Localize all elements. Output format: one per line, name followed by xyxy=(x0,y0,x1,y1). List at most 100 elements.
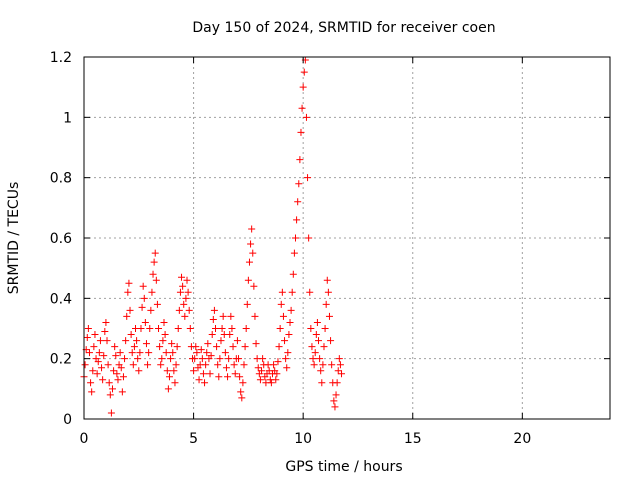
data-point xyxy=(81,361,89,369)
data-point xyxy=(126,306,134,314)
data-point xyxy=(325,312,333,320)
data-point xyxy=(118,388,126,396)
data-point xyxy=(277,300,285,308)
data-point xyxy=(191,355,199,363)
data-point xyxy=(209,315,217,323)
data-point xyxy=(152,276,160,284)
data-point xyxy=(229,343,237,351)
data-point xyxy=(180,300,188,308)
tick-labels: 0 0.2 0.4 0.6 0.8 1 1.2 0 5 10 15 20 xyxy=(50,50,532,447)
data-point xyxy=(272,376,280,384)
data-point xyxy=(192,343,200,351)
data-point xyxy=(332,391,340,399)
data-point xyxy=(112,352,120,360)
data-point xyxy=(105,379,113,387)
data-point xyxy=(283,364,291,372)
data-point xyxy=(323,276,331,284)
data-point xyxy=(302,113,310,121)
y-tick-label: 0.6 xyxy=(50,231,72,247)
data-point xyxy=(151,249,159,257)
y-tick-label: 0.8 xyxy=(50,171,72,187)
data-point xyxy=(165,373,173,381)
data-point xyxy=(87,379,95,387)
data-point xyxy=(286,318,294,326)
data-point xyxy=(119,373,127,381)
data-point xyxy=(146,325,154,332)
data-point xyxy=(287,306,295,314)
data-point xyxy=(102,318,110,326)
data-point xyxy=(285,331,293,339)
data-point xyxy=(214,361,222,369)
data-point xyxy=(203,349,211,357)
data-point xyxy=(202,361,210,369)
data-point xyxy=(160,318,168,326)
data-point xyxy=(127,331,135,339)
data-point xyxy=(106,391,114,399)
data-point xyxy=(222,364,230,372)
data-point xyxy=(296,156,304,164)
data-point xyxy=(305,234,313,242)
data-point xyxy=(124,288,132,296)
data-point xyxy=(169,349,177,357)
data-point xyxy=(259,355,267,363)
data-point xyxy=(281,337,289,345)
data-point xyxy=(335,355,343,363)
data-point xyxy=(293,216,301,224)
data-point xyxy=(164,385,172,393)
data-point xyxy=(258,367,266,375)
data-point xyxy=(122,337,130,345)
data-point xyxy=(130,343,138,351)
data-point xyxy=(278,288,286,296)
data-point xyxy=(311,349,319,357)
data-point xyxy=(144,361,152,369)
data-point xyxy=(172,361,180,369)
y-axis-label: SRMTID / TECUs xyxy=(6,182,22,295)
data-point xyxy=(270,361,278,369)
data-point xyxy=(217,337,225,345)
data-point xyxy=(328,361,336,369)
data-point xyxy=(313,318,321,326)
data-point xyxy=(291,234,299,242)
data-point xyxy=(210,306,218,314)
data-point xyxy=(290,249,298,257)
x-tick-label: 5 xyxy=(189,431,198,447)
data-point xyxy=(190,367,198,375)
data-point xyxy=(207,352,215,360)
data-point xyxy=(239,379,247,387)
data-point xyxy=(129,361,137,369)
data-point xyxy=(153,300,161,308)
data-point xyxy=(288,288,296,296)
data-point xyxy=(304,174,312,182)
data-point xyxy=(254,364,262,372)
data-point xyxy=(267,379,275,387)
data-point xyxy=(111,343,119,351)
data-point xyxy=(199,370,207,378)
data-point xyxy=(90,343,98,351)
data-point xyxy=(315,337,323,345)
data-point xyxy=(195,376,203,384)
data-point xyxy=(327,337,335,345)
data-point xyxy=(298,104,306,112)
data-point xyxy=(181,312,189,320)
data-point xyxy=(184,288,192,296)
data-point xyxy=(233,337,241,345)
data-point xyxy=(247,240,255,248)
data-point xyxy=(149,270,157,278)
data-point xyxy=(171,379,179,387)
data-point xyxy=(89,367,97,375)
data-point xyxy=(215,373,223,381)
data-point xyxy=(110,367,118,375)
data-point xyxy=(108,385,116,393)
data-point xyxy=(317,367,325,375)
data-point xyxy=(284,349,292,357)
data-point xyxy=(139,282,147,290)
data-point xyxy=(238,394,246,402)
data-point xyxy=(85,349,93,357)
data-point xyxy=(121,355,129,363)
data-point xyxy=(310,361,318,369)
data-point xyxy=(128,349,136,357)
y-tick-label: 1 xyxy=(63,110,72,126)
data-point xyxy=(167,355,175,363)
data-point xyxy=(145,349,153,357)
data-point xyxy=(218,325,226,332)
